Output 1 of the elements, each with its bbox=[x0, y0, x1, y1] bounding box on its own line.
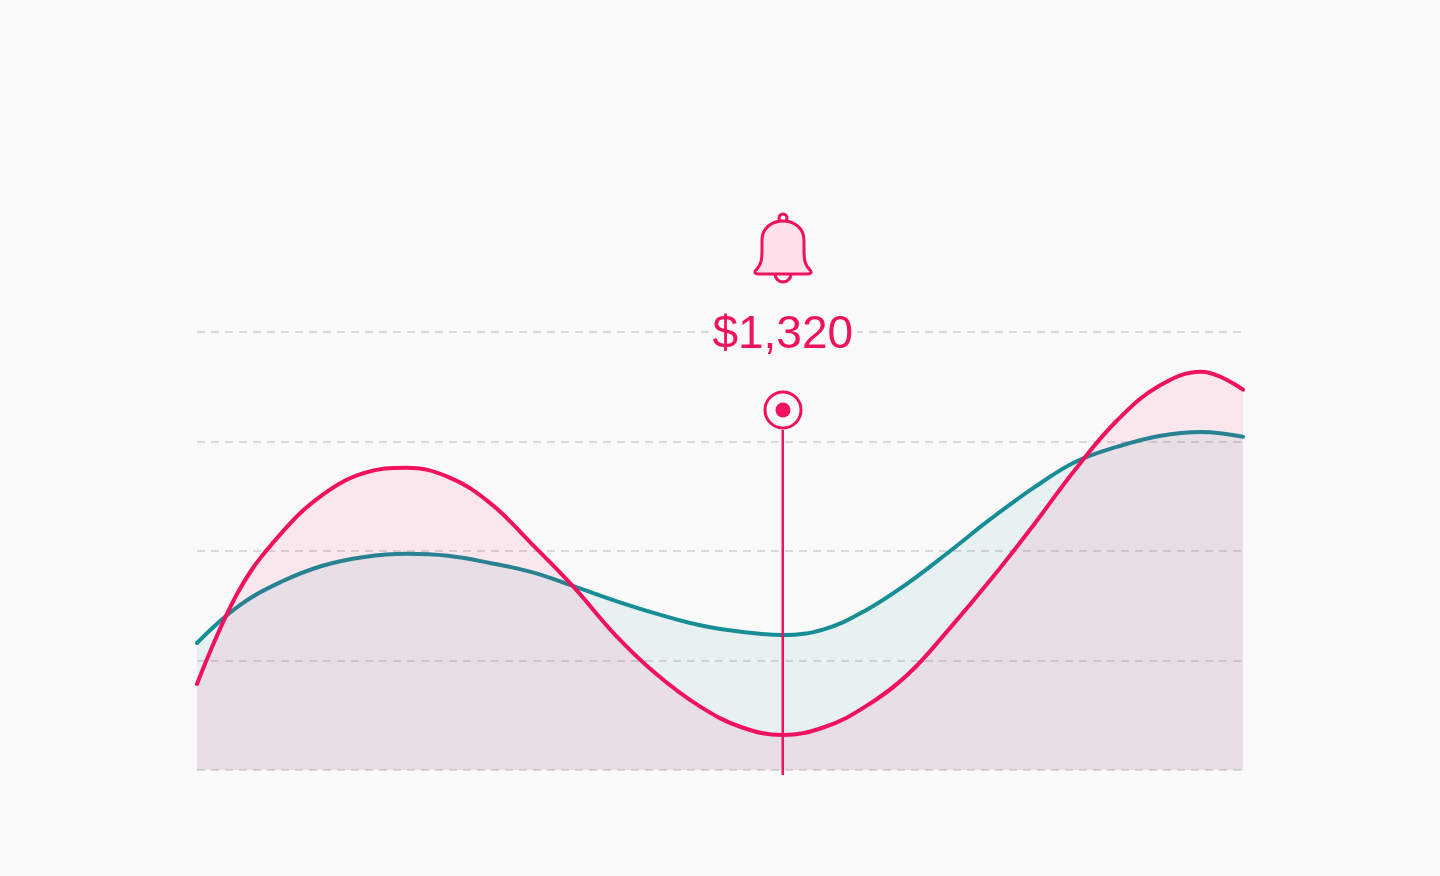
text: $1,320 bbox=[712, 306, 854, 358]
